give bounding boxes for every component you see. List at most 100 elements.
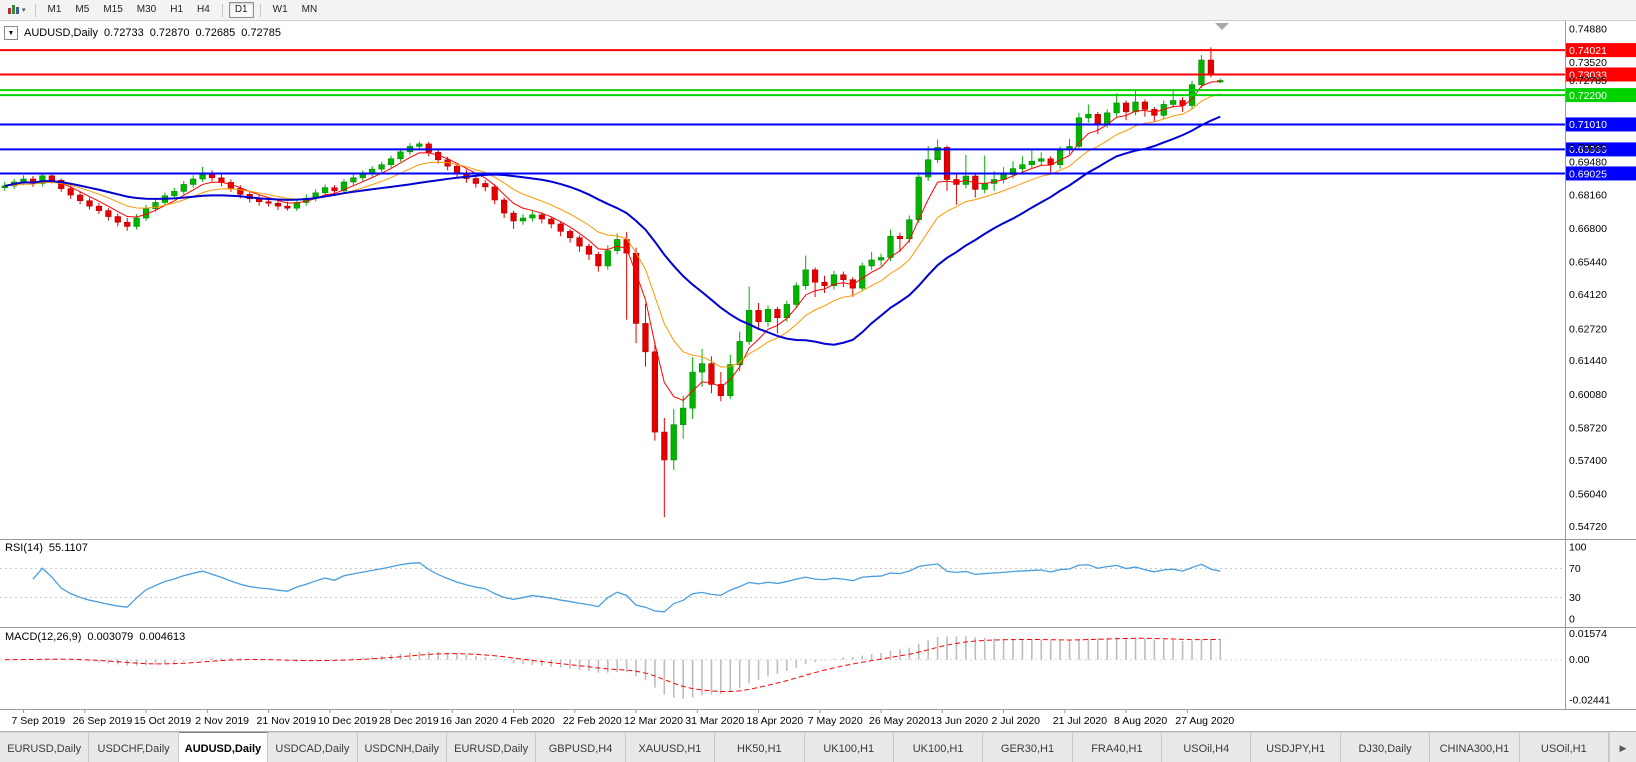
rsi-indicator-name: RSI(14) <box>5 542 43 554</box>
svg-text:0.60080: 0.60080 <box>1569 389 1607 401</box>
ohlc-open: 0.72733 <box>103 27 144 39</box>
timeframe-button-w1[interactable]: W1 <box>267 2 294 18</box>
date-label: 7 May 2020 <box>808 715 863 727</box>
chart-tab[interactable]: EURUSD,Daily <box>446 732 537 762</box>
date-label: 4 Feb 2020 <box>502 715 555 727</box>
macd-pane <box>0 636 1565 699</box>
date-label: 21 Nov 2019 <box>257 715 317 727</box>
svg-text:0.57400: 0.57400 <box>1569 455 1607 467</box>
macd-indicator-name: MACD(12,26,9) <box>5 631 82 643</box>
svg-text:0.74021: 0.74021 <box>1569 45 1607 57</box>
svg-text:0.65440: 0.65440 <box>1569 256 1607 268</box>
timeframe-button-mn[interactable]: MN <box>296 2 324 18</box>
chart-tab[interactable]: HK50,H1 <box>715 732 805 762</box>
toolbar-separator <box>259 3 261 17</box>
chart-tab[interactable]: FRA40,H1 <box>1072 732 1163 762</box>
macd-header: MACD(12,26,9) 0.003079 0.004613 <box>5 631 185 643</box>
chart-tab[interactable]: CHINA300,H1 <box>1430 732 1520 762</box>
chart-tab[interactable]: XAUUSD,H1 <box>625 732 716 762</box>
moving-average-ema-5 <box>4 81 1221 401</box>
chart-tab[interactable]: USDCHF,Daily <box>89 732 179 762</box>
ohlc-low: 0.72685 <box>195 27 236 39</box>
date-label: 28 Dec 2019 <box>379 715 439 727</box>
chart-tab[interactable]: USOil,H4 <box>1162 732 1252 762</box>
dropdown-caret-icon: ▼ <box>7 29 15 37</box>
price-level-badge <box>1566 142 1636 157</box>
chart-canvas[interactable]: 7 Sep 2019 26 Sep 2019 15 Oct 2019 2 Nov 20… <box>0 21 1636 731</box>
chart-tab[interactable]: USDJPY,H1 <box>1251 732 1341 762</box>
candlestick-chart-icon <box>8 5 19 14</box>
tab-scroll-right-button[interactable]: ▶ <box>1609 732 1636 762</box>
date-label: 12 Mar 2020 <box>624 715 683 727</box>
price-level-badge <box>1566 166 1636 181</box>
date-label: 15 Oct 2019 <box>134 715 191 727</box>
rsi-header: RSI(14) 55.1107 <box>5 542 88 554</box>
rsi-line <box>32 562 1221 613</box>
price-level-badge <box>1566 43 1636 58</box>
date-label: 26 Sep 2019 <box>73 715 133 727</box>
rsi-pane <box>0 562 1565 613</box>
date-label: 26 May 2020 <box>869 715 930 727</box>
svg-text:30: 30 <box>1569 592 1581 604</box>
svg-text:0: 0 <box>1569 614 1575 626</box>
svg-text:0.54720: 0.54720 <box>1569 521 1607 533</box>
chart-type-dropdown-caret-icon: ▾ <box>22 6 26 14</box>
timeframe-button-m30[interactable]: M30 <box>131 2 162 18</box>
axis-labels: 0.74021 0.73033 0.72200 0.71010 0.69999 0.690… <box>1566 23 1636 707</box>
date-label: 8 Aug 2020 <box>1114 715 1167 727</box>
price-level-badge <box>1566 117 1636 132</box>
one-click-trading-button[interactable]: ▼ <box>4 26 18 40</box>
chart-tab[interactable]: UK100,H1 <box>804 732 894 762</box>
date-label: 16 Jan 2020 <box>440 715 498 727</box>
chart-tab[interactable]: USDCNH,Daily <box>357 732 447 762</box>
svg-text:0.69025: 0.69025 <box>1569 168 1607 180</box>
chart-header: ▼ AUDUSD,Daily 0.72733 0.72870 0.72685 0… <box>4 26 281 40</box>
svg-text:0.00: 0.00 <box>1569 654 1590 666</box>
date-label: 2 Nov 2019 <box>195 715 249 727</box>
ohlc-high: 0.72870 <box>149 27 190 39</box>
svg-text:100: 100 <box>1569 541 1587 553</box>
macd-indicator-value2: 0.004613 <box>139 631 186 643</box>
date-label: 31 Mar 2020 <box>685 715 744 727</box>
chart-tab[interactable]: AUDUSD,Daily <box>178 732 269 762</box>
chart-tab[interactable]: EURUSD,Daily <box>0 732 90 762</box>
svg-text:0.72200: 0.72200 <box>1569 90 1607 102</box>
timeframe-button-m15[interactable]: M15 <box>97 2 128 18</box>
date-label: 2 Jul 2020 <box>992 715 1041 727</box>
chart-type-button[interactable]: ▾ <box>4 3 29 17</box>
svg-text:0.70080: 0.70080 <box>1569 142 1607 154</box>
date-label: 13 Jun 2020 <box>930 715 988 727</box>
chart-tab[interactable]: UK100,H1 <box>893 732 984 762</box>
svg-text:0.68160: 0.68160 <box>1569 189 1607 201</box>
svg-text:0.62720: 0.62720 <box>1569 324 1607 336</box>
timeframe-button-m1[interactable]: M1 <box>42 2 68 18</box>
ohlc-close: 0.72785 <box>241 27 282 39</box>
chart-tab[interactable]: GER30,H1 <box>983 732 1073 762</box>
price-level-badge <box>1566 88 1636 103</box>
date-label: 21 Jul 2020 <box>1053 715 1107 727</box>
macd-indicator-value1: 0.003079 <box>87 631 134 643</box>
timeframe-button-d1[interactable]: D1 <box>228 2 254 18</box>
svg-text:0.61440: 0.61440 <box>1569 355 1607 367</box>
svg-text:0.66800: 0.66800 <box>1569 223 1607 235</box>
price-level-badge <box>1566 67 1636 82</box>
chart-tab[interactable]: USOil,H1 <box>1519 732 1609 762</box>
svg-text:0.69480: 0.69480 <box>1569 157 1607 169</box>
timeframe-button-h1[interactable]: H1 <box>164 2 189 18</box>
chart-tab-bar: EURUSD,Daily USDCHF,Daily AUDUSD,Daily USDC… <box>0 731 1636 762</box>
svg-text:0.01574: 0.01574 <box>1569 628 1607 640</box>
current-price-label: 0.72785 <box>1569 75 1607 87</box>
timeframe-toolbar: ▾ M1 M5 M15 M30 H1 H4 D1 W1 MN <box>0 0 1636 21</box>
chart-tab[interactable]: USDCAD,Daily <box>268 732 358 762</box>
svg-text:0.71010: 0.71010 <box>1569 119 1607 131</box>
chart-tab[interactable]: GBPUSD,H4 <box>536 732 626 762</box>
svg-text:0.73033: 0.73033 <box>1569 69 1607 81</box>
timeframe-button-h4[interactable]: H4 <box>191 2 216 18</box>
chart-tab[interactable]: DJ30,Daily <box>1340 732 1431 762</box>
chart-area: 7 Sep 2019 26 Sep 2019 15 Oct 2019 2 Nov 20… <box>0 21 1636 731</box>
macd-signal-line <box>4 637 1221 693</box>
date-label: 18 Apr 2020 <box>747 715 804 727</box>
svg-text:70: 70 <box>1569 563 1581 575</box>
timeframe-button-m5[interactable]: M5 <box>69 2 95 18</box>
